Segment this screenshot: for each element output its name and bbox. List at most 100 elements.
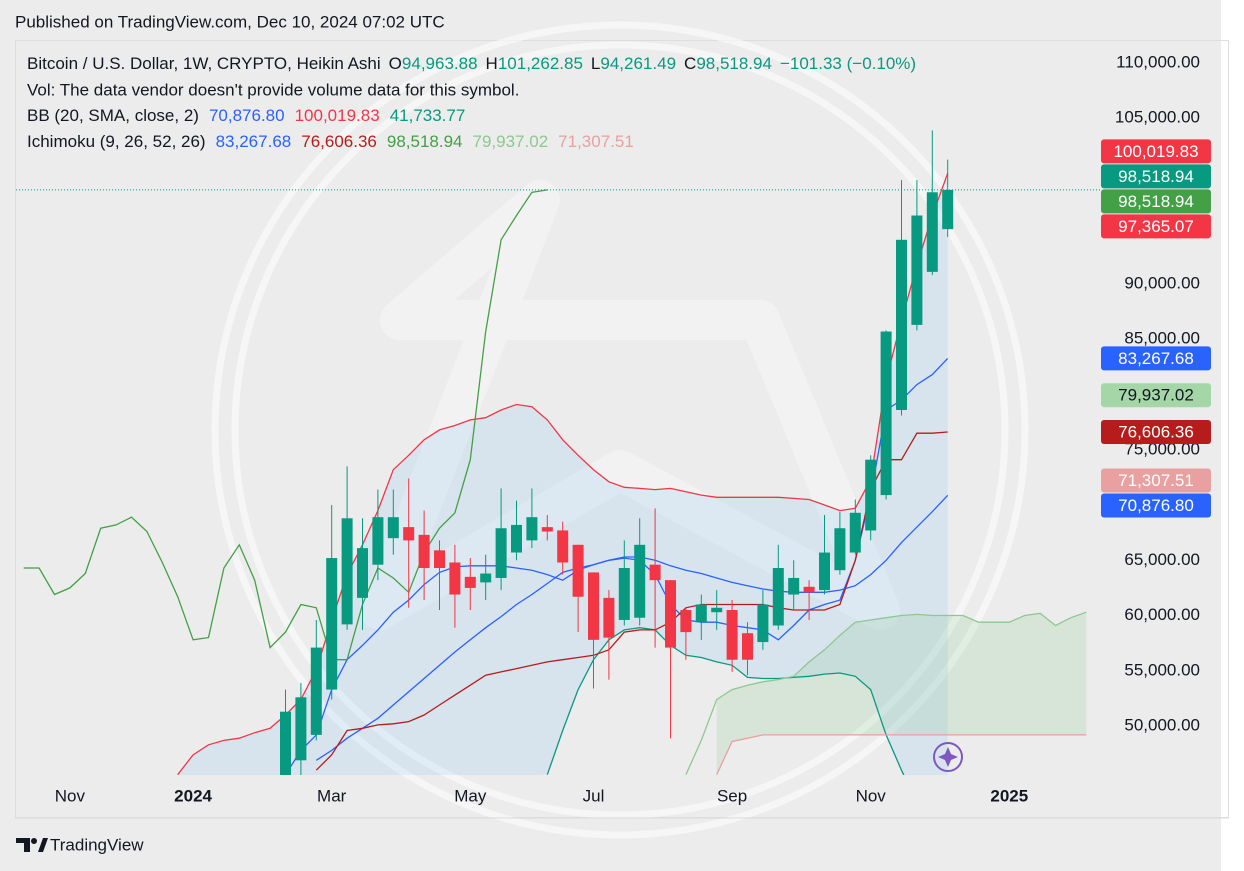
y-tick-label: 110,000.00 [1116,52,1200,71]
indicator-value: 79,937.02 [473,132,549,151]
candle-body [280,711,291,775]
price-tag [1101,493,1211,518]
candle-body [326,558,338,690]
brand-name: TradingView [50,835,144,854]
y-tick-label: 50,000.00 [1124,716,1200,735]
candle-body [357,548,368,598]
indicator-line [716,734,1087,775]
y-tick-label: 60,000.00 [1124,605,1200,624]
price-tag-label: 83,267.68 [1118,349,1194,368]
watermark [211,21,1029,839]
candle-body [757,604,769,643]
candle-body [634,544,646,618]
candle-body [926,192,938,272]
candle-body [942,189,954,230]
candle-body [387,517,399,539]
bb-fill [177,173,948,775]
candle-body [449,562,461,595]
x-tick-label: 2025 [990,786,1028,805]
candle-body [695,604,707,623]
candle-body [464,576,476,588]
indicator-line [685,611,1087,775]
candle-body [341,518,353,625]
x-tick-label: Jul [583,786,605,805]
candle-body [803,586,815,593]
price-tag-label: 97,365.07 [1118,217,1194,236]
price-tag [1101,189,1211,214]
indicator-line [315,494,949,761]
x-tick-label: 2024 [174,786,212,805]
ohlc-key: L [591,54,600,73]
indicator-value: 83,267.68 [216,132,292,151]
candle-body [711,607,723,613]
ohlc-key: C [684,54,696,73]
x-tick-label: May [454,786,487,805]
symbol: Bitcoin / U.S. Dollar, 1W, CRYPTO, Heiki… [27,54,381,73]
price-tag [1101,468,1211,493]
price-tag-label: 79,937.02 [1118,386,1194,405]
indicator-legend: Ichimoku (9, 26, 52, 26) 83,267.68 76,606.… [27,132,634,151]
candle-body [418,534,430,569]
candle-body [511,524,522,553]
candle-body [665,580,676,648]
candle-body [726,610,738,660]
indicator-line [23,189,548,661]
candle-body [880,331,892,496]
candle-body [295,697,307,761]
indicator-title: Ichimoku (9, 26, 52, 26) [27,132,206,151]
price-tag-label: 98,518.94 [1118,167,1194,186]
candle-body [495,528,507,578]
ichimoku-cloud [716,612,1087,775]
x-tick-label: Sep [717,786,747,805]
candle-body [403,527,415,541]
candle-body [788,577,800,595]
indicator-line [284,357,949,775]
indicator-value: 70,876.80 [209,106,285,125]
ohlc-value: 101,262.85 [498,54,583,73]
price-tag-label: 71,307.51 [1118,471,1194,490]
y-tick-label: 85,000.00 [1124,329,1200,348]
price-tag-label: 70,876.80 [1118,496,1194,515]
price-tag [1101,346,1211,371]
indicator-value: 98,518.94 [387,132,463,151]
candle-body [865,459,877,531]
x-tick-label: Nov [856,786,887,805]
indicator-line [315,431,948,771]
candle-body [557,530,569,563]
candle-body [819,552,830,591]
legend-volume: Vol: The data vendor doesn't provide vol… [27,80,519,99]
x-tick-label: Nov [55,786,86,805]
candle-body [310,647,322,735]
price-tag-label: 76,606.36 [1118,423,1194,442]
candle-body [849,512,861,553]
indicator-value: 76,606.36 [301,132,377,151]
ohlc-value: 94,261.49 [600,54,676,73]
y-tick-label: 65,000.00 [1124,550,1200,569]
indicator-value: 100,019.83 [295,106,380,125]
candle-body [834,528,846,571]
published-note: Published on TradingView.com, Dec 10, 20… [15,12,445,31]
candle-body [680,610,692,633]
candle-body [896,239,907,410]
plot-area [16,130,1100,775]
ohlc-value: 98,518.94 [696,54,772,73]
candle-body [480,573,492,583]
ohlc-key: H [486,54,498,73]
indicator-line [177,173,949,775]
indicator-title: BB (20, SMA, close, 2) [27,106,199,125]
ohlc-value: 94,963.88 [402,54,478,73]
indicator-value: 41,733.77 [390,106,466,125]
candle-body [588,572,599,640]
candle-body [526,517,538,541]
candle-body [618,568,630,620]
indicator-value: 71,307.51 [558,132,634,151]
price-tag [1101,214,1211,239]
price-tag [1101,139,1211,164]
y-tick-label: 90,000.00 [1124,273,1200,292]
price-tag [1101,164,1211,189]
candle-body [434,550,445,569]
ohlc-key: O [389,54,402,73]
candle-body [742,633,753,660]
